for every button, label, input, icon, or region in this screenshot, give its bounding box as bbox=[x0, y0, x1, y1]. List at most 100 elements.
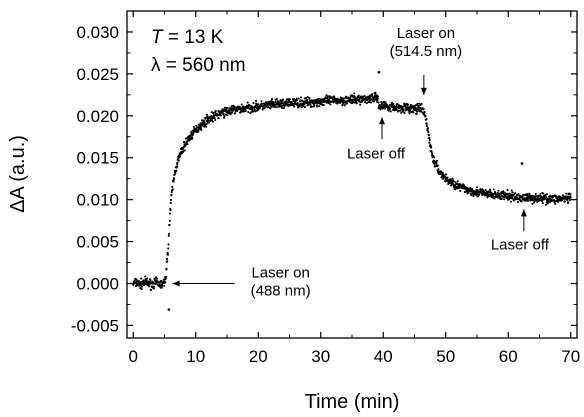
data-point bbox=[140, 285, 144, 288]
data-point bbox=[308, 96, 311, 100]
data-point bbox=[195, 124, 198, 127]
data-point bbox=[400, 111, 403, 114]
x-axis-title: Time (min) bbox=[305, 391, 400, 413]
data-point bbox=[359, 103, 362, 106]
data-point bbox=[403, 111, 406, 115]
data-point bbox=[456, 180, 459, 183]
data-point bbox=[467, 191, 470, 194]
data-point bbox=[514, 192, 517, 195]
data-point bbox=[166, 251, 169, 254]
data-point bbox=[435, 161, 438, 164]
data-point bbox=[373, 98, 376, 101]
data-point bbox=[169, 208, 172, 212]
data-point bbox=[221, 109, 225, 112]
data-point bbox=[493, 190, 497, 193]
data-point bbox=[534, 192, 537, 195]
data-point bbox=[281, 98, 285, 101]
data-point bbox=[443, 180, 447, 183]
data-point bbox=[303, 105, 307, 109]
data-point bbox=[146, 277, 149, 280]
data-point bbox=[545, 193, 549, 196]
data-point bbox=[248, 104, 252, 107]
data-point bbox=[186, 140, 189, 143]
data-point bbox=[475, 186, 479, 189]
data-point bbox=[352, 98, 355, 101]
data-series bbox=[132, 70, 572, 311]
data-point bbox=[397, 109, 400, 112]
annotation-laser-on-514: Laser on (514.5 nm) bbox=[390, 25, 463, 60]
data-point bbox=[512, 193, 516, 196]
data-point bbox=[217, 117, 220, 120]
data-point bbox=[431, 152, 434, 155]
data-point bbox=[238, 105, 241, 108]
data-point bbox=[223, 106, 227, 109]
data-point bbox=[260, 100, 263, 103]
data-point bbox=[459, 189, 462, 192]
data-point bbox=[252, 102, 255, 105]
wavelength-label: λ = 560 nm bbox=[151, 55, 246, 76]
data-point bbox=[160, 286, 163, 289]
data-point bbox=[433, 162, 436, 165]
data-point bbox=[152, 287, 156, 290]
data-point bbox=[230, 111, 234, 114]
data-point bbox=[492, 188, 495, 191]
data-point bbox=[414, 104, 417, 107]
data-point bbox=[407, 109, 410, 112]
data-point bbox=[342, 97, 345, 100]
data-point bbox=[222, 116, 226, 119]
x-tick-label: 60 bbox=[499, 347, 518, 366]
data-point bbox=[470, 194, 473, 197]
data-point bbox=[432, 156, 436, 159]
data-point bbox=[497, 189, 500, 192]
data-point bbox=[437, 168, 440, 171]
data-point bbox=[256, 103, 260, 106]
data-point bbox=[526, 199, 530, 203]
data-point bbox=[563, 200, 566, 203]
data-point bbox=[376, 95, 380, 98]
data-point bbox=[353, 92, 356, 95]
x-tick-label: 10 bbox=[186, 347, 205, 366]
data-point bbox=[192, 125, 196, 128]
data-point bbox=[412, 111, 415, 114]
y-tick-label: 0.030 bbox=[76, 23, 119, 42]
data-point bbox=[153, 285, 156, 288]
data-point bbox=[164, 281, 167, 284]
data-point bbox=[167, 233, 171, 236]
data-point bbox=[333, 95, 336, 99]
data-point bbox=[286, 103, 290, 106]
x-tick-label: 50 bbox=[436, 347, 455, 366]
data-point bbox=[484, 188, 487, 192]
data-point bbox=[230, 109, 233, 112]
data-point bbox=[135, 278, 138, 281]
data-point bbox=[240, 103, 243, 106]
data-point bbox=[171, 185, 174, 188]
data-point bbox=[169, 198, 173, 201]
data-point bbox=[423, 111, 426, 114]
data-point bbox=[318, 105, 321, 108]
data-point bbox=[566, 198, 569, 201]
y-axis-title: ΔA (a.u.) bbox=[7, 135, 29, 213]
data-point bbox=[258, 107, 261, 110]
data-point bbox=[346, 101, 349, 105]
data-point bbox=[292, 97, 296, 101]
data-point bbox=[297, 97, 300, 100]
data-point bbox=[184, 137, 188, 140]
data-point bbox=[278, 101, 281, 104]
arrowhead-laser-on-488 bbox=[172, 280, 180, 287]
data-point bbox=[309, 103, 312, 106]
data-point bbox=[385, 104, 389, 107]
data-point bbox=[246, 101, 249, 104]
x-tick-label: 30 bbox=[311, 347, 330, 366]
data-point bbox=[486, 196, 489, 199]
data-point bbox=[253, 108, 256, 111]
data-point bbox=[363, 101, 367, 104]
data-point bbox=[162, 278, 165, 281]
data-point bbox=[408, 112, 411, 115]
data-point bbox=[387, 109, 390, 112]
data-point bbox=[568, 198, 572, 202]
data-point bbox=[254, 99, 258, 102]
data-point bbox=[272, 100, 275, 104]
arrowhead-laser-off-1 bbox=[379, 117, 385, 125]
data-point bbox=[454, 181, 457, 184]
data-point bbox=[358, 97, 362, 100]
